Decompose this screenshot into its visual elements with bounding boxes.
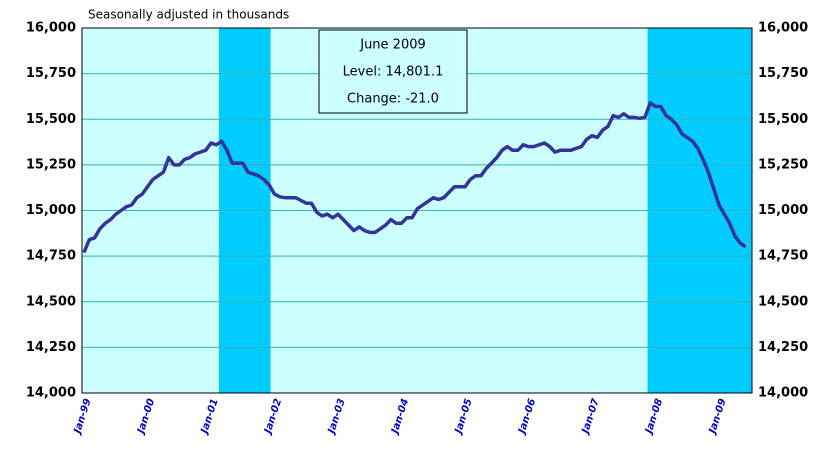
x-tick-label: Jan-01 [199, 397, 221, 436]
y2-tick-label: 15,750 [758, 66, 808, 81]
plot-border [81, 27, 753, 394]
x-tick-label: Jan-02 [262, 397, 284, 436]
annotation-frame [318, 29, 468, 114]
y-tick-label: 14,750 [26, 249, 76, 264]
annotation-text: Level: 14,801.1 [343, 65, 444, 80]
x-tick-label: Jan-07 [580, 397, 602, 436]
x-tick-label: Jan-09 [707, 397, 729, 436]
y-tick-label: 15,750 [26, 66, 76, 81]
x-tick-label: Jan-06 [516, 397, 538, 436]
annotation-box: June 2009 Level: 14,801.1 Change: -21.0 [318, 29, 468, 114]
annotation-text: Change: -21.0 [347, 92, 439, 107]
y2-tick-label: 14,000 [758, 386, 808, 401]
y-tick-label: 14,500 [26, 294, 76, 309]
y2-tick-label: 15,250 [758, 157, 808, 172]
y-tick-label: 14,000 [26, 386, 76, 401]
y2-tick-label: 15,500 [758, 112, 808, 127]
y-tick-label: 14,250 [26, 340, 76, 355]
chart-subtitle: Seasonally adjusted in thousands [88, 8, 289, 22]
x-tick-label: Jan-00 [135, 397, 157, 436]
y-tick-label: 16,000 [26, 21, 76, 36]
y2-tick-label: 15,000 [758, 203, 808, 218]
x-tick-label: Jan-05 [453, 397, 475, 436]
x-tick-label: Jan-08 [643, 397, 665, 436]
y-tick-label: 15,500 [26, 112, 76, 127]
y-tick-label: 15,250 [26, 157, 76, 172]
x-tick-label: Jan-99 [72, 397, 94, 436]
series-line [82, 101, 747, 254]
annotation-text: June 2009 [359, 38, 426, 53]
y2-tick-label: 14,500 [758, 294, 808, 309]
y2-tick-label: 16,000 [758, 21, 808, 36]
y2-tick-label: 14,750 [758, 249, 808, 264]
y-tick-label: 15,000 [26, 203, 76, 218]
x-tick-label: Jan-03 [326, 397, 348, 436]
y2-tick-label: 14,250 [758, 340, 808, 355]
x-tick-label: Jan-04 [389, 397, 411, 436]
